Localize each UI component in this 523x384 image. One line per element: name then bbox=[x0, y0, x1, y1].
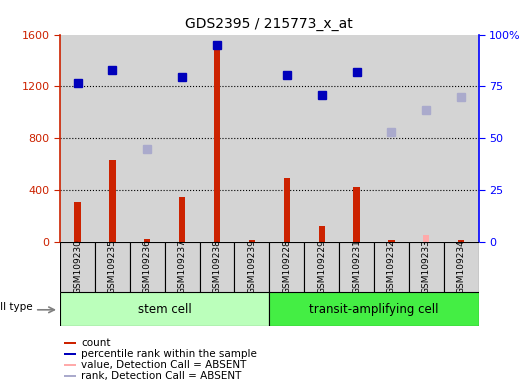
Text: GSM109229: GSM109229 bbox=[317, 240, 326, 294]
Bar bbox=[64, 342, 76, 344]
Text: GSM109230: GSM109230 bbox=[73, 240, 82, 294]
Bar bbox=[304, 35, 339, 242]
Bar bbox=[339, 35, 374, 242]
Text: transit-amplifying cell: transit-amplifying cell bbox=[309, 303, 439, 316]
Bar bbox=[60, 35, 95, 242]
Bar bbox=[444, 35, 479, 242]
Bar bbox=[109, 160, 116, 242]
Text: GSM109239: GSM109239 bbox=[247, 240, 256, 294]
Bar bbox=[95, 242, 130, 292]
Bar bbox=[283, 179, 290, 242]
Bar bbox=[200, 242, 234, 292]
Text: GSM109235: GSM109235 bbox=[108, 240, 117, 294]
Title: GDS2395 / 215773_x_at: GDS2395 / 215773_x_at bbox=[186, 17, 353, 31]
Text: GSM109237: GSM109237 bbox=[178, 240, 187, 294]
Bar bbox=[214, 42, 220, 242]
Bar bbox=[388, 240, 394, 242]
Bar bbox=[304, 242, 339, 292]
Bar bbox=[234, 242, 269, 292]
Bar bbox=[64, 364, 76, 366]
Bar bbox=[95, 35, 130, 242]
Text: percentile rank within the sample: percentile rank within the sample bbox=[81, 349, 257, 359]
Bar bbox=[374, 35, 409, 242]
Bar bbox=[269, 292, 479, 326]
Bar bbox=[165, 35, 200, 242]
Bar bbox=[165, 242, 200, 292]
Bar bbox=[423, 235, 429, 242]
Bar bbox=[179, 197, 185, 242]
Text: GSM109236: GSM109236 bbox=[143, 240, 152, 294]
Text: value, Detection Call = ABSENT: value, Detection Call = ABSENT bbox=[81, 360, 246, 370]
Bar bbox=[269, 242, 304, 292]
Bar bbox=[60, 292, 269, 326]
Bar bbox=[269, 35, 304, 242]
Text: GSM109233: GSM109233 bbox=[422, 240, 431, 294]
Bar bbox=[409, 35, 444, 242]
Bar bbox=[200, 35, 234, 242]
Bar bbox=[60, 242, 95, 292]
Bar bbox=[64, 375, 76, 377]
Text: stem cell: stem cell bbox=[138, 303, 191, 316]
Bar bbox=[130, 242, 165, 292]
Bar bbox=[74, 202, 81, 242]
Bar bbox=[249, 240, 255, 242]
Text: rank, Detection Call = ABSENT: rank, Detection Call = ABSENT bbox=[81, 371, 241, 381]
Bar bbox=[130, 35, 165, 242]
Bar bbox=[374, 242, 409, 292]
Text: GSM109231: GSM109231 bbox=[352, 240, 361, 294]
Text: count: count bbox=[81, 338, 110, 348]
Bar bbox=[234, 35, 269, 242]
Text: GSM109232: GSM109232 bbox=[387, 240, 396, 294]
Bar bbox=[409, 242, 444, 292]
Bar bbox=[354, 187, 360, 242]
Bar bbox=[144, 239, 151, 242]
Text: GSM109238: GSM109238 bbox=[212, 240, 222, 294]
Text: GSM109234: GSM109234 bbox=[457, 240, 465, 294]
Bar bbox=[339, 242, 374, 292]
Bar bbox=[444, 242, 479, 292]
Bar bbox=[64, 353, 76, 355]
Bar bbox=[319, 227, 325, 242]
Text: GSM109228: GSM109228 bbox=[282, 240, 291, 294]
Bar bbox=[458, 240, 464, 242]
Text: cell type: cell type bbox=[0, 302, 33, 313]
